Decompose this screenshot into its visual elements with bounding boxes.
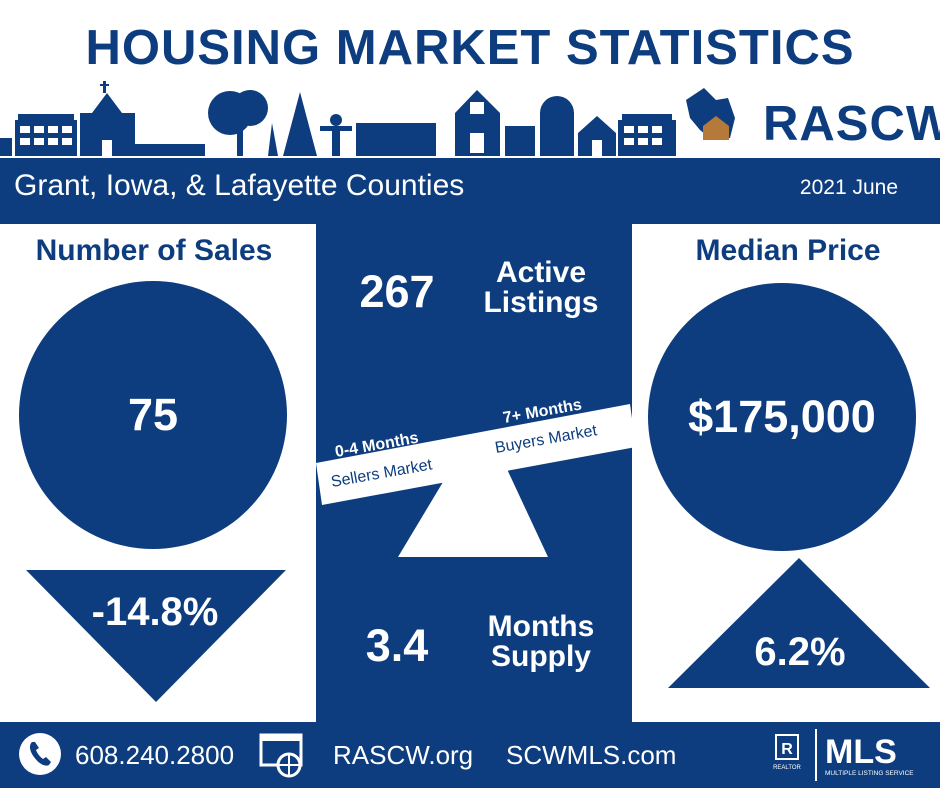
market-balance-seesaw: 0-4 Months Sellers Market 7+ Months Buye…	[316, 396, 636, 557]
mls-text: MLS	[825, 733, 897, 771]
building-icon	[0, 138, 12, 156]
footer-bar	[0, 722, 940, 788]
home-icon	[703, 116, 729, 140]
mls-logo: R REALTOR MLS MULTIPLE LISTING SERVICE	[773, 729, 914, 781]
county-label: Grant, Iowa, & Lafayette Counties	[14, 169, 465, 202]
brand-logo-text: RASCW	[763, 97, 940, 151]
report-date: 2021 June	[799, 176, 898, 199]
apartment-building-icon	[618, 114, 676, 156]
website-link-rascw[interactable]: RASCW.org	[333, 740, 474, 770]
median-change: 6.2%	[754, 630, 846, 674]
active-label-line1: Active	[495, 256, 587, 289]
sales-value: 75	[127, 389, 179, 440]
sales-change: -14.8%	[91, 590, 219, 634]
silo-barn-icon	[540, 96, 574, 156]
active-listings-label: Active Listings	[466, 258, 616, 318]
active-listings-value: 267	[359, 266, 435, 317]
median-value: $175,000	[688, 391, 876, 442]
pine-tree-icon	[268, 123, 278, 156]
tree-icon	[208, 90, 268, 156]
sales-circle: 75	[19, 281, 287, 549]
page-title: HOUSING MARKET STATISTICS	[85, 21, 855, 75]
realtor-mark: R	[781, 741, 793, 758]
months-label-line1: Months	[487, 610, 595, 643]
region-banner	[0, 158, 940, 224]
apartment-building-icon	[15, 114, 77, 156]
website-link-scwmls[interactable]: SCWMLS.com	[506, 740, 677, 770]
pine-tree-icon	[283, 92, 317, 156]
mls-tagline: MULTIPLE LISTING SERVICE	[825, 770, 914, 777]
down-triangle-icon	[26, 570, 286, 702]
town-skyline-illustration	[0, 81, 735, 156]
months-supply-value: 3.4	[365, 620, 429, 671]
scarecrow-icon	[320, 114, 352, 156]
median-circle: $175,000	[648, 283, 916, 551]
realtor-caption: REALTOR	[773, 765, 801, 771]
wheat-icon	[505, 126, 535, 156]
months-label-line2: Supply	[490, 640, 591, 673]
water-icon	[135, 144, 205, 156]
up-triangle-icon	[668, 558, 930, 688]
months-supply-label: Months Supply	[466, 612, 616, 672]
web-globe-icon	[259, 733, 303, 778]
seesaw-plank	[316, 404, 636, 505]
active-label-line2: Listings	[483, 286, 599, 319]
wheat-icon	[356, 123, 436, 156]
seesaw-fulcrum	[398, 467, 548, 557]
median-heading: Median Price	[695, 234, 881, 267]
house-icon	[578, 116, 616, 156]
barn-icon	[455, 90, 500, 156]
sales-heading: Number of Sales	[35, 234, 273, 267]
phone-number[interactable]: 608.240.2800	[75, 740, 235, 770]
phone-icon	[19, 733, 61, 775]
